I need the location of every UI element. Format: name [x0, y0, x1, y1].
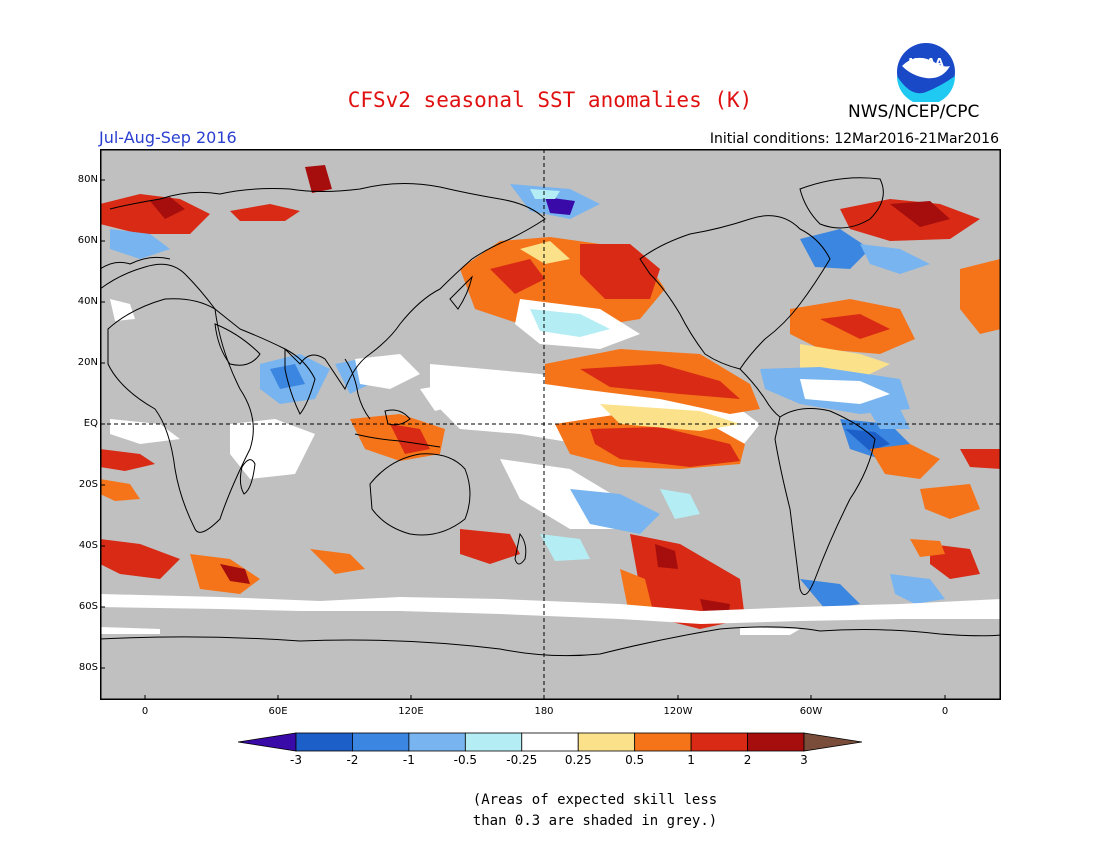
lat-label: EQ [83, 418, 98, 429]
sst-anomaly-map [100, 149, 1001, 700]
lat-label: 80N [77, 174, 98, 185]
lat-label: 40N [77, 296, 98, 307]
colorbar [238, 732, 862, 752]
chart-title: CFSv2 seasonal SST anomalies (K) [347, 88, 753, 112]
lat-label: 20S [78, 479, 98, 490]
colorbar-bin [295, 732, 353, 752]
colorbar-bin [634, 732, 692, 752]
lon-label: 120E [398, 706, 424, 717]
lat-label: 60S [78, 601, 98, 612]
colorbar-tick-label: 0.5 [625, 753, 645, 767]
colorbar-bin [408, 732, 466, 752]
colorbar-tick-label: -1 [402, 753, 415, 767]
colorbar-max-triangle [803, 732, 862, 752]
anomaly-fields [100, 165, 1001, 635]
lon-label: 180 [534, 706, 554, 717]
colorbar-tick-label: -0.25 [506, 753, 538, 767]
colorbar-bin [577, 732, 636, 752]
skill-note-line1: (Areas of expected skill less [472, 792, 718, 808]
lat-label: 40S [78, 540, 98, 551]
lon-label: 0 [941, 706, 949, 717]
lon-label: 120W [663, 706, 693, 717]
colorbar-tick-label: 0.25 [564, 753, 592, 767]
noaa-logo: NOAA [896, 42, 956, 105]
colorbar-tick-label: -0.5 [453, 753, 478, 767]
skill-note-line2: than 0.3 are shaded in grey.) [472, 813, 718, 829]
colorbar-bin [747, 732, 805, 752]
colorbar-bin [352, 732, 410, 752]
colorbar-bin [690, 732, 748, 752]
lon-label: 60W [799, 706, 823, 717]
colorbar-tick-label: -2 [346, 753, 359, 767]
lon-label: 60E [268, 706, 288, 717]
initial-conditions: Initial conditions: 12Mar2016-21Mar2016 [709, 131, 999, 147]
agency-label: NWS/NCEP/CPC [848, 102, 980, 122]
colorbar-tick-label: -3 [290, 753, 302, 767]
colorbar-min-triangle [238, 732, 297, 752]
lon-label: 0 [141, 706, 149, 717]
forecast-period: Jul-Aug-Sep 2016 [99, 128, 237, 147]
colorbar-tick-label: 1 [687, 753, 695, 767]
colorbar-tick-label: 2 [743, 753, 752, 767]
colorbar-bin [464, 732, 523, 752]
colorbar-tick-label: 3 [800, 753, 808, 767]
coastlines [100, 177, 1001, 657]
lat-label: 20N [77, 357, 98, 368]
lat-label: 80S [78, 662, 98, 673]
svg-text:NOAA: NOAA [908, 56, 944, 69]
colorbar-bin [521, 732, 579, 752]
lat-label: 60N [77, 235, 98, 246]
